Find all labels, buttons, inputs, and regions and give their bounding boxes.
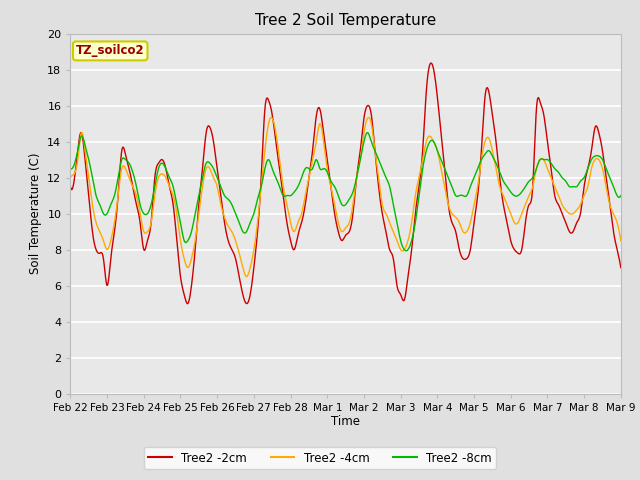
Tree2 -4cm [100,240,108,246]
Tree2 -4cm [67,175,74,180]
Tree2 -4cm [243,274,251,279]
Tree2 -4cm [542,161,550,167]
Tree2 -8cm [485,148,493,154]
Title: Tree 2 Soil Temperature: Tree 2 Soil Temperature [255,13,436,28]
Line: Tree2 -4cm: Tree2 -4cm [70,118,621,276]
Tree2 -4cm [419,158,426,164]
Tree2 -8cm [387,188,395,194]
Tree2 -2cm [401,294,409,300]
Tree2 -4cm [365,115,372,120]
Tree2 -8cm [617,192,625,199]
Tree2 -4cm [402,244,410,250]
Tree2 -8cm [401,248,409,253]
Line: Tree2 -2cm: Tree2 -2cm [70,63,621,304]
Legend: Tree2 -2cm, Tree2 -4cm, Tree2 -8cm: Tree2 -2cm, Tree2 -4cm, Tree2 -8cm [143,447,497,469]
Tree2 -4cm [388,224,396,230]
Tree2 -2cm [184,301,191,307]
Tree2 -2cm [387,249,395,255]
Y-axis label: Soil Temperature (C): Soil Temperature (C) [29,153,42,275]
Tree2 -4cm [617,238,625,243]
Tree2 -2cm [485,91,493,96]
Tree2 -2cm [100,262,108,267]
Tree2 -8cm [402,248,410,253]
Line: Tree2 -8cm: Tree2 -8cm [70,132,621,251]
Tree2 -8cm [419,168,426,173]
Tree2 -2cm [418,160,426,166]
Tree2 -8cm [542,156,550,162]
Tree2 -8cm [100,212,108,217]
Tree2 -2cm [542,125,550,131]
Tree2 -2cm [617,264,625,270]
X-axis label: Time: Time [331,415,360,429]
Text: TZ_soilco2: TZ_soilco2 [76,44,145,58]
Tree2 -4cm [485,136,493,142]
Tree2 -2cm [67,184,74,190]
Tree2 -2cm [428,60,435,66]
Tree2 -8cm [67,166,74,171]
Tree2 -8cm [364,130,371,135]
